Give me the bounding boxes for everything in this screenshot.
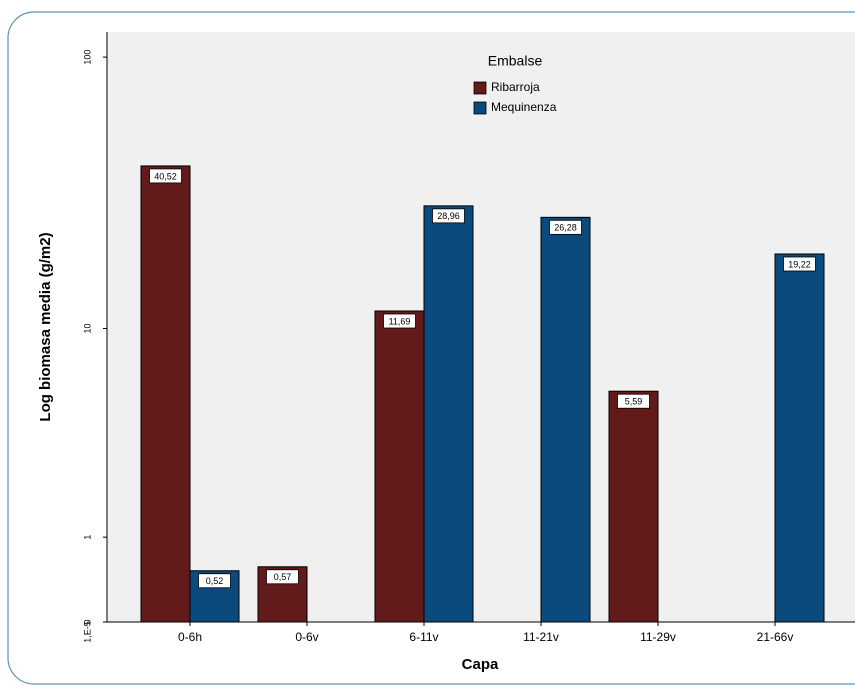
x-tick-label: 11-21v — [523, 630, 559, 644]
legend-swatch — [473, 81, 487, 95]
value-label-box — [549, 219, 582, 235]
value-label-box — [149, 168, 182, 184]
plot-area — [107, 32, 855, 622]
y-axis-title: Log biomasa media (g/m2) — [37, 232, 54, 421]
bar — [423, 205, 474, 623]
value-label: 0,52 — [206, 576, 224, 586]
legend-label: Ribarroja — [491, 80, 540, 94]
x-tick-label: 21-66v — [757, 630, 794, 644]
value-label: 26,28 — [554, 223, 577, 233]
x-axis-title: Capa — [462, 656, 499, 673]
y-tick-label: 1 — [82, 535, 92, 540]
bar — [540, 216, 591, 623]
value-label-box — [266, 569, 299, 585]
x-tick-label: 0-6v — [295, 630, 318, 644]
value-label-box — [383, 313, 416, 329]
value-label-box — [617, 393, 650, 409]
value-label-box — [198, 573, 231, 589]
bar — [774, 253, 825, 623]
value-label-box — [783, 256, 816, 272]
legend-swatch — [473, 101, 487, 115]
value-label: 19,22 — [788, 259, 811, 269]
value-label-box — [432, 208, 465, 224]
value-label: 40,52 — [154, 171, 177, 181]
value-label: 28,96 — [437, 211, 460, 221]
value-label: 5,59 — [625, 397, 643, 407]
bar — [140, 165, 191, 623]
x-tick-label: 6-11v — [409, 630, 438, 644]
x-tick-label: 11-29v — [640, 630, 676, 644]
value-label: 11,69 — [389, 316, 411, 326]
bar — [374, 310, 425, 623]
value-label: 0,57 — [274, 572, 292, 582]
legend-label: Mequinenza — [491, 100, 557, 114]
legend-title: Embalse — [488, 53, 543, 69]
bar — [608, 390, 659, 623]
y-tick-label: 1,E-5 — [82, 621, 92, 643]
y-tick-label: 100 — [82, 50, 92, 65]
y-tick-label: 10 — [82, 323, 92, 333]
x-tick-label: 0-6h — [178, 630, 202, 644]
y-tick-label: 0 — [82, 619, 92, 624]
